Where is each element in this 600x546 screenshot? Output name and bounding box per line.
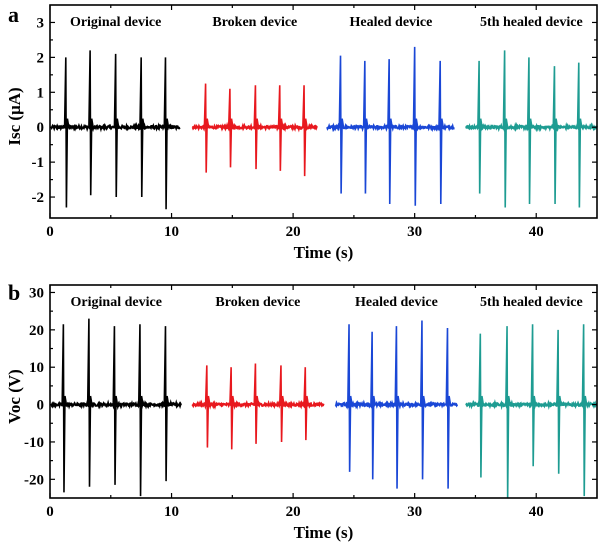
x-axis-title: Time (s) (294, 523, 354, 542)
y-tick-label: 0 (37, 398, 45, 414)
plot-frame (49, 284, 598, 499)
pulse-spike (526, 57, 533, 205)
segment-label: 5th healed device (480, 295, 583, 310)
y-tick-label: -1 (32, 155, 45, 171)
x-tick-label: 30 (407, 504, 422, 520)
pulse-spike (419, 320, 426, 480)
pulse-spike (139, 57, 145, 198)
segment-label: Original device (70, 15, 161, 30)
y-tick-label: 2 (37, 50, 45, 66)
series-original-device (50, 318, 183, 497)
baseline-trace (465, 121, 598, 133)
segment-label: Original device (71, 295, 162, 310)
pulse-spike (63, 57, 70, 208)
panel-b: Original device Broken device Healed devic… (5, 280, 598, 542)
y-tick-label: 10 (29, 360, 44, 376)
y-tick-label: -10 (24, 435, 44, 451)
pulse-spike (387, 59, 393, 205)
segment-label: Healed device (355, 295, 438, 310)
pulse-spike (227, 88, 234, 168)
pulse-spike (88, 50, 94, 196)
x-tick-label: 10 (164, 224, 179, 240)
x-tick-label: 20 (286, 224, 301, 240)
panel-a: Original device Broken device Healed devic… (5, 2, 598, 262)
pulse-spike (477, 60, 483, 194)
panel-label: a (8, 2, 19, 27)
x-tick-label: 0 (46, 504, 54, 520)
y-axis-title: Isc (μA) (5, 87, 24, 145)
pulse-spike (303, 367, 310, 441)
pulse-spike (302, 85, 308, 177)
pulse-spike (347, 324, 353, 472)
pulse-spike (505, 326, 511, 499)
x-tick-label: 0 (46, 224, 54, 240)
pulse-spike (530, 324, 537, 467)
pulse-spike (581, 324, 588, 497)
pulse-spike (438, 60, 444, 205)
series-broken-device (191, 83, 318, 177)
pulse-spike (229, 367, 235, 450)
pulse-spike (112, 326, 119, 485)
series-original-device (50, 50, 181, 210)
pulse-spike (478, 333, 485, 478)
y-tick-label: -20 (24, 472, 44, 488)
y-tick-label: 3 (37, 15, 45, 31)
segment-label: Broken device (212, 15, 297, 30)
series-5th-healed-device (465, 324, 598, 499)
y-tick-label: -2 (32, 190, 45, 206)
pulse-spike (370, 331, 376, 480)
pulse-spike (394, 326, 401, 489)
series-healed-device (334, 320, 459, 489)
pulse-spike (556, 329, 562, 474)
x-tick-label: 10 (164, 504, 179, 520)
baseline-trace (191, 121, 318, 133)
pulse-spike (412, 46, 419, 206)
pulse-spike (113, 53, 120, 198)
pulse-spike (338, 55, 345, 194)
segment-label: Healed device (350, 15, 433, 30)
pulse-spike (552, 66, 559, 205)
pulse-spike (137, 324, 144, 497)
pulse-spike (61, 324, 68, 493)
pulse-spike (86, 318, 93, 487)
pulse-spike (278, 365, 285, 442)
baseline-trace (191, 399, 325, 410)
panel-label: b (8, 280, 20, 305)
pulse-spike (502, 50, 509, 208)
y-axis-title: Voc (V) (5, 369, 24, 424)
pulse-spike (445, 327, 452, 489)
x-tick-label: 20 (286, 504, 301, 520)
y-tick-label: 0 (37, 120, 45, 136)
series-5th-healed-device (465, 50, 598, 208)
segment-label: 5th healed device (480, 15, 583, 30)
pulse-spike (362, 60, 369, 194)
y-tick-label: 1 (37, 85, 45, 101)
series-healed-device (326, 46, 455, 206)
pulse-spike (163, 326, 170, 482)
x-tick-label: 40 (529, 504, 544, 520)
pulse-spike (204, 365, 211, 448)
y-tick-label: 30 (29, 285, 44, 301)
series-broken-device (191, 363, 325, 450)
pulse-spike (253, 363, 260, 444)
x-tick-label: 30 (407, 224, 422, 240)
x-tick-label: 40 (529, 224, 544, 240)
pulse-spike (576, 62, 583, 208)
pulse-spike (203, 83, 210, 173)
pulse-spike (163, 57, 170, 210)
segment-label: Broken device (215, 295, 300, 310)
y-tick-label: 20 (29, 323, 44, 339)
pulse-spike (277, 85, 284, 171)
plot-frame (49, 4, 598, 219)
pulse-spike (253, 85, 260, 170)
x-axis-title: Time (s) (294, 243, 354, 262)
